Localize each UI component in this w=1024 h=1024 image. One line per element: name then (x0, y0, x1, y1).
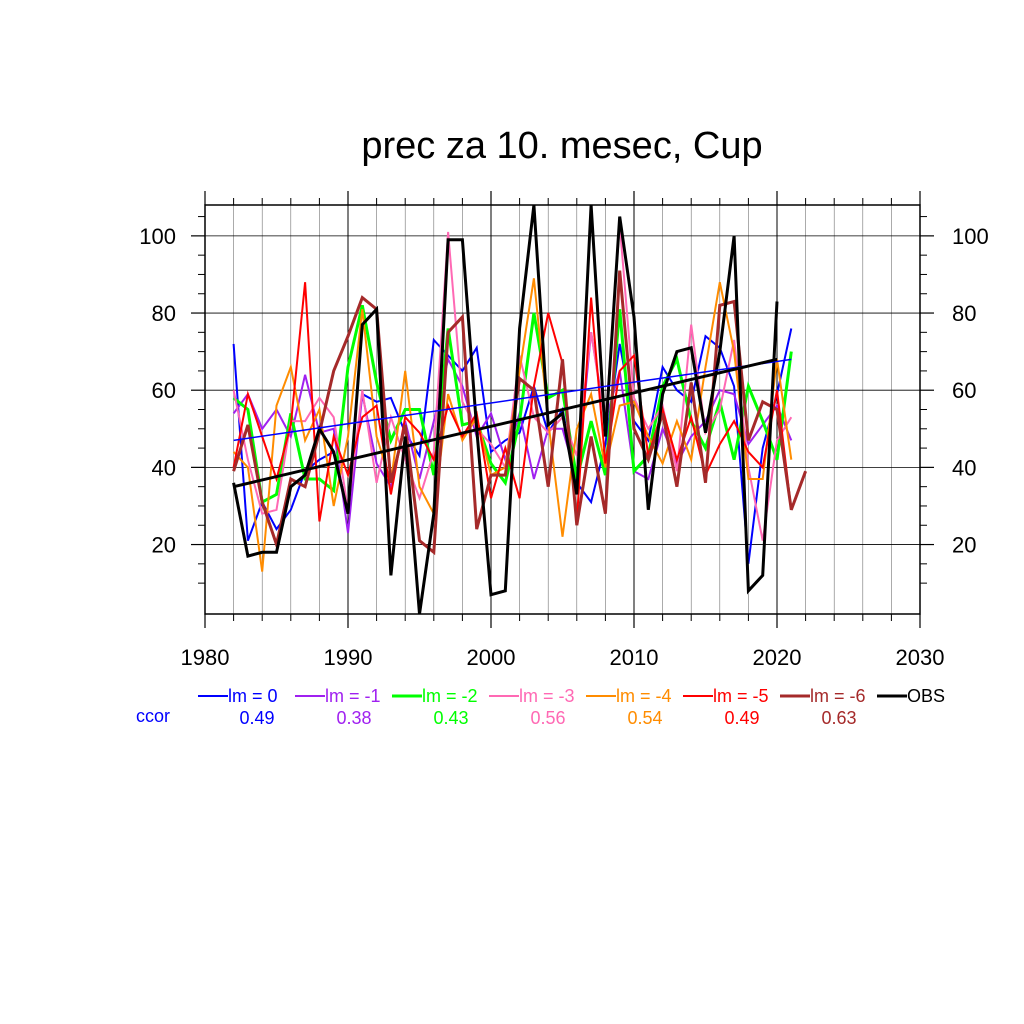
trend-line-1 (233, 357, 778, 489)
ccor-value: 0.54 (627, 708, 662, 728)
legend-label: lm = -4 (616, 686, 672, 706)
plot-frame (204, 204, 921, 615)
legend-label: lm = -5 (713, 686, 769, 706)
legend-label: OBS (907, 686, 945, 706)
y-tick-label: 40 (152, 455, 176, 480)
y-tick-label-right: 20 (952, 533, 976, 558)
ccor-value: 0.63 (821, 708, 856, 728)
ccor-value: 0.43 (433, 708, 468, 728)
legend-label: lm = -1 (325, 686, 381, 706)
chart-title: prec za 10. mesec, Cup (361, 125, 762, 167)
x-tick-label: 1990 (324, 645, 373, 670)
y-tick-label: 60 (152, 378, 176, 403)
ccor-value: 0.49 (724, 708, 759, 728)
y-tick-label-right: 80 (952, 301, 976, 326)
x-tick-label: 2020 (753, 645, 802, 670)
series-line-6 (232, 270, 808, 556)
ccor-value: 0.49 (239, 708, 274, 728)
legend-label: lm = -3 (519, 686, 575, 706)
y-tick-label: 100 (139, 224, 176, 249)
y-tick-label-right: 40 (952, 455, 976, 480)
ccor-label: ccor (136, 706, 170, 726)
ccor-value: 0.38 (336, 708, 371, 728)
ccor-value: 0.56 (530, 708, 565, 728)
trend-line-0 (233, 358, 792, 442)
y-tick-label: 80 (152, 301, 176, 326)
series-line-7 (232, 204, 779, 615)
y-tick-label-right: 100 (952, 224, 989, 249)
y-tick-label-right: 60 (952, 378, 976, 403)
legend-label: lm = -6 (810, 686, 866, 706)
grid (205, 205, 920, 614)
legend-label: lm = 0 (228, 686, 278, 706)
x-tick-label: 1980 (181, 645, 230, 670)
y-tick-label: 20 (152, 533, 176, 558)
x-tick-label: 2010 (610, 645, 659, 670)
x-tick-label: 2000 (467, 645, 516, 670)
legend-label: lm = -2 (422, 686, 478, 706)
x-tick-label: 2030 (896, 645, 945, 670)
series-layer (232, 204, 808, 615)
